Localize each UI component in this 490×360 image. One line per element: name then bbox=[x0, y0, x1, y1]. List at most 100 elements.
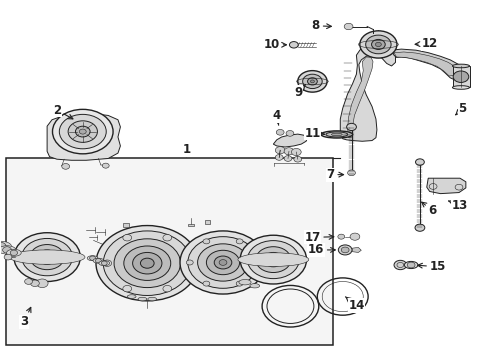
Circle shape bbox=[256, 247, 291, 273]
Circle shape bbox=[214, 256, 232, 269]
Polygon shape bbox=[392, 49, 464, 80]
Circle shape bbox=[416, 159, 424, 165]
Circle shape bbox=[286, 131, 294, 136]
Circle shape bbox=[247, 240, 299, 279]
Polygon shape bbox=[273, 134, 308, 147]
Circle shape bbox=[264, 252, 283, 267]
Circle shape bbox=[236, 281, 243, 286]
Text: 8: 8 bbox=[312, 19, 331, 32]
Text: 14: 14 bbox=[345, 297, 365, 312]
Circle shape bbox=[103, 260, 112, 266]
Text: 1: 1 bbox=[182, 143, 191, 157]
Circle shape bbox=[394, 260, 407, 270]
Circle shape bbox=[123, 234, 132, 241]
Circle shape bbox=[203, 281, 210, 286]
Circle shape bbox=[338, 245, 352, 255]
Text: 12: 12 bbox=[415, 37, 438, 50]
Circle shape bbox=[253, 260, 260, 265]
Text: 10: 10 bbox=[264, 38, 287, 51]
Circle shape bbox=[123, 285, 132, 292]
Circle shape bbox=[188, 237, 258, 288]
Circle shape bbox=[240, 235, 307, 284]
Ellipse shape bbox=[250, 284, 260, 288]
Ellipse shape bbox=[326, 132, 348, 137]
Circle shape bbox=[346, 123, 356, 131]
Circle shape bbox=[453, 71, 469, 82]
Circle shape bbox=[22, 238, 73, 276]
Ellipse shape bbox=[148, 297, 157, 301]
Circle shape bbox=[102, 163, 109, 168]
Circle shape bbox=[96, 226, 198, 301]
Bar bbox=[205, 220, 210, 224]
Text: 16: 16 bbox=[308, 243, 335, 256]
Bar bbox=[123, 223, 129, 227]
Circle shape bbox=[275, 147, 285, 154]
Circle shape bbox=[10, 250, 18, 256]
Ellipse shape bbox=[321, 131, 353, 138]
Ellipse shape bbox=[138, 297, 147, 301]
Circle shape bbox=[276, 130, 284, 135]
Circle shape bbox=[14, 233, 80, 282]
Circle shape bbox=[30, 244, 64, 270]
Ellipse shape bbox=[0, 246, 16, 254]
Circle shape bbox=[298, 71, 327, 92]
Text: 9: 9 bbox=[294, 85, 305, 99]
Text: 5: 5 bbox=[456, 102, 466, 115]
Circle shape bbox=[79, 129, 86, 134]
Circle shape bbox=[219, 260, 227, 265]
Circle shape bbox=[407, 262, 415, 268]
Text: 6: 6 bbox=[421, 202, 437, 217]
Text: 4: 4 bbox=[272, 109, 281, 125]
Polygon shape bbox=[340, 43, 395, 141]
Ellipse shape bbox=[0, 241, 11, 252]
Circle shape bbox=[375, 42, 381, 46]
Circle shape bbox=[37, 250, 57, 264]
Circle shape bbox=[2, 247, 11, 253]
Ellipse shape bbox=[9, 250, 85, 264]
Circle shape bbox=[284, 148, 294, 155]
Text: 11: 11 bbox=[304, 127, 324, 140]
Circle shape bbox=[90, 256, 96, 260]
Ellipse shape bbox=[452, 64, 469, 68]
Circle shape bbox=[141, 258, 154, 268]
Circle shape bbox=[371, 40, 385, 49]
Circle shape bbox=[62, 163, 70, 169]
Circle shape bbox=[284, 156, 292, 161]
Circle shape bbox=[236, 239, 243, 244]
Text: 13: 13 bbox=[448, 199, 468, 212]
Circle shape bbox=[30, 280, 39, 287]
Polygon shape bbox=[47, 114, 121, 160]
Ellipse shape bbox=[127, 295, 136, 298]
Circle shape bbox=[52, 109, 113, 154]
Circle shape bbox=[303, 74, 322, 89]
Circle shape bbox=[290, 41, 298, 48]
Ellipse shape bbox=[238, 253, 309, 266]
Circle shape bbox=[163, 285, 172, 292]
Circle shape bbox=[347, 170, 355, 176]
Text: 2: 2 bbox=[53, 104, 73, 119]
Circle shape bbox=[338, 234, 344, 239]
Text: 17: 17 bbox=[304, 231, 334, 244]
Circle shape bbox=[294, 156, 302, 162]
Circle shape bbox=[344, 23, 353, 30]
Ellipse shape bbox=[93, 258, 104, 263]
Circle shape bbox=[341, 247, 349, 253]
Polygon shape bbox=[394, 52, 457, 76]
Circle shape bbox=[186, 260, 193, 265]
Ellipse shape bbox=[239, 279, 251, 285]
Circle shape bbox=[350, 233, 360, 240]
Circle shape bbox=[206, 250, 240, 275]
Circle shape bbox=[68, 121, 98, 142]
Polygon shape bbox=[352, 247, 361, 252]
Ellipse shape bbox=[6, 249, 21, 256]
Circle shape bbox=[4, 254, 12, 260]
Circle shape bbox=[163, 234, 172, 241]
Ellipse shape bbox=[452, 86, 469, 89]
Circle shape bbox=[183, 260, 192, 266]
Circle shape bbox=[275, 154, 283, 160]
Circle shape bbox=[180, 231, 266, 294]
Circle shape bbox=[101, 261, 107, 265]
Ellipse shape bbox=[87, 256, 98, 261]
Ellipse shape bbox=[404, 261, 418, 269]
Circle shape bbox=[36, 279, 48, 288]
